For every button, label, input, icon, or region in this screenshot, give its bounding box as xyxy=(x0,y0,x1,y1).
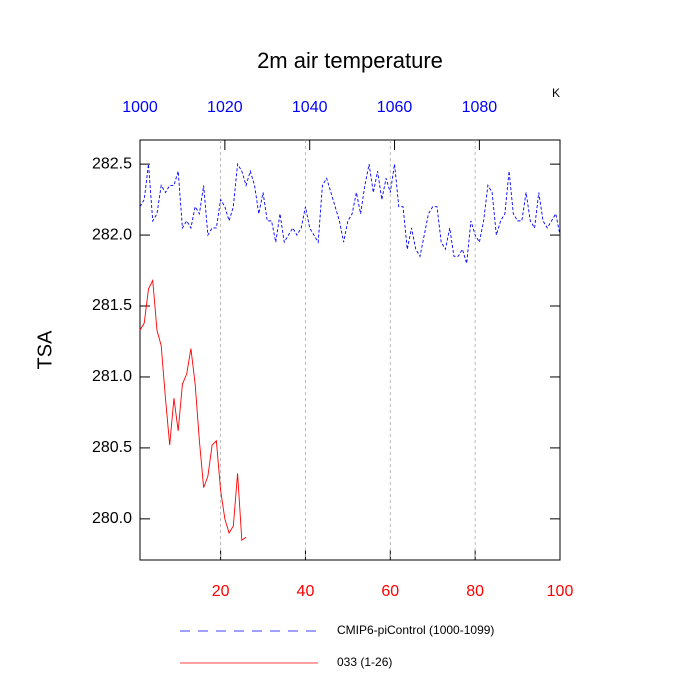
legend-label: CMIP6-piControl (1000-1099) xyxy=(337,623,494,637)
y-tick-label: 281.5 xyxy=(92,297,132,314)
series-line xyxy=(139,278,247,541)
y-tick-label: 280.0 xyxy=(92,510,132,527)
x2-tick-label: 1060 xyxy=(377,99,413,116)
y-tick-label: 282.0 xyxy=(92,226,132,243)
x-tick-label: 20 xyxy=(212,583,230,600)
x2-tick-label: 1080 xyxy=(462,99,498,116)
chart-title: 2m air temperature xyxy=(257,48,443,73)
y-axis-label: TSA xyxy=(34,330,56,370)
x-tick-label: 60 xyxy=(381,583,399,600)
x2-tick-label: 1000 xyxy=(122,99,158,116)
legend-label: 033 (1-26) xyxy=(337,655,392,669)
y-tick-label: 282.5 xyxy=(92,155,132,172)
x-tick-label: 100 xyxy=(547,583,574,600)
unit-label: K xyxy=(552,86,560,100)
x2-tick-label: 1040 xyxy=(292,99,328,116)
series-line xyxy=(139,162,561,264)
plot-frame xyxy=(139,139,561,561)
x2-tick-label: 1020 xyxy=(207,99,243,116)
x-tick-label: 40 xyxy=(297,583,315,600)
y-tick-label: 281.0 xyxy=(92,368,132,385)
y-tick-label: 280.5 xyxy=(92,439,132,456)
x-tick-label: 80 xyxy=(466,583,484,600)
